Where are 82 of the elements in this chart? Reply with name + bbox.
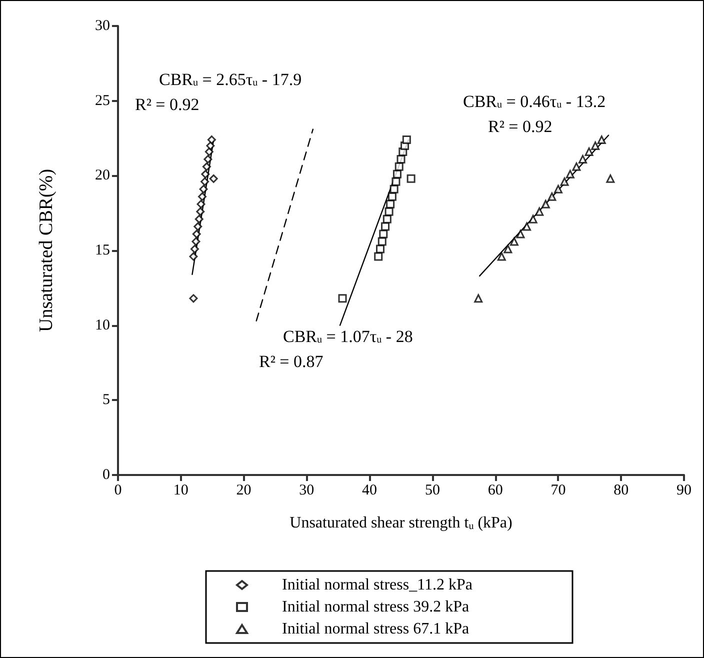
point <box>572 162 581 171</box>
x-tick-label: 80 <box>614 482 629 498</box>
point <box>392 177 400 186</box>
point <box>190 244 199 254</box>
x-tick-label: 10 <box>173 482 188 498</box>
point <box>379 230 388 238</box>
x-tick-label: 40 <box>362 482 378 498</box>
y-axis-title: Unsaturated CBR(%) <box>36 168 57 332</box>
point <box>390 184 398 194</box>
y-tick-label: 5 <box>102 392 110 408</box>
point <box>192 237 200 246</box>
point <box>194 222 202 231</box>
point <box>200 177 210 186</box>
point <box>516 230 525 238</box>
point <box>202 162 211 171</box>
point <box>504 244 512 254</box>
x-tick-label: 70 <box>550 482 566 498</box>
point <box>578 154 587 164</box>
point <box>522 222 532 231</box>
point <box>209 174 218 183</box>
x-tick-label: 20 <box>236 482 252 498</box>
point <box>591 141 600 150</box>
point <box>392 170 402 178</box>
annotation: CBRu = 0.46τu - 13.2 <box>463 92 606 111</box>
annotation: CBRu = 2.65τu - 17.9 <box>159 70 302 89</box>
legend-label: Initial normal stress 67.1 kPa <box>282 620 470 638</box>
legend-label: Initial normal stress 39.2 kPa <box>282 598 470 616</box>
point <box>204 154 212 164</box>
point <box>199 184 208 194</box>
legend-label: Initial normal stress_11.2 kPa <box>282 576 472 594</box>
point <box>198 192 207 201</box>
point <box>206 141 215 150</box>
point <box>378 237 386 246</box>
point <box>541 200 550 208</box>
point <box>510 237 518 246</box>
point <box>196 207 205 216</box>
point <box>528 214 538 224</box>
point <box>474 294 483 303</box>
y-tick-label: 20 <box>95 168 110 184</box>
x-tick-label: 0 <box>114 482 122 498</box>
point <box>204 147 214 156</box>
annotation: R² = 0.92 <box>488 117 552 136</box>
annotation: CBRu = 1.07τu - 28 <box>283 327 413 346</box>
point <box>584 147 594 156</box>
x-axis-title: Unsaturated shear strength tu (kPa) <box>290 514 512 532</box>
y-tick-label: 0 <box>102 467 110 483</box>
point <box>548 192 556 201</box>
x-tick-label: 60 <box>488 482 503 498</box>
point <box>560 177 569 186</box>
annotation: R² = 0.92 <box>135 95 200 114</box>
point <box>207 135 216 144</box>
point <box>497 252 506 261</box>
point <box>381 222 390 231</box>
point <box>554 184 562 194</box>
point <box>194 214 204 224</box>
point <box>406 174 416 183</box>
point <box>382 214 392 224</box>
point <box>338 294 347 303</box>
point <box>566 170 574 178</box>
x-tick-label: 50 <box>424 482 440 498</box>
y-tick-label: 25 <box>95 92 110 109</box>
point <box>394 162 404 171</box>
y-tick-label: 30 <box>95 18 110 34</box>
point <box>189 294 198 303</box>
point <box>606 174 615 183</box>
point <box>376 244 384 254</box>
point <box>597 135 606 144</box>
point <box>196 200 206 208</box>
point <box>402 135 411 144</box>
point <box>201 170 210 178</box>
point <box>189 252 198 261</box>
point <box>386 200 395 208</box>
point <box>192 230 201 238</box>
point <box>384 207 394 216</box>
y-tick-label: 15 <box>95 242 110 258</box>
x-tick-label: 90 <box>676 482 692 498</box>
point <box>396 154 406 164</box>
point <box>388 192 396 201</box>
x-tick-label: 30 <box>299 482 314 498</box>
annotation: R² = 0.87 <box>259 352 324 371</box>
y-tick-label: 10 <box>95 317 110 334</box>
point <box>535 207 544 216</box>
